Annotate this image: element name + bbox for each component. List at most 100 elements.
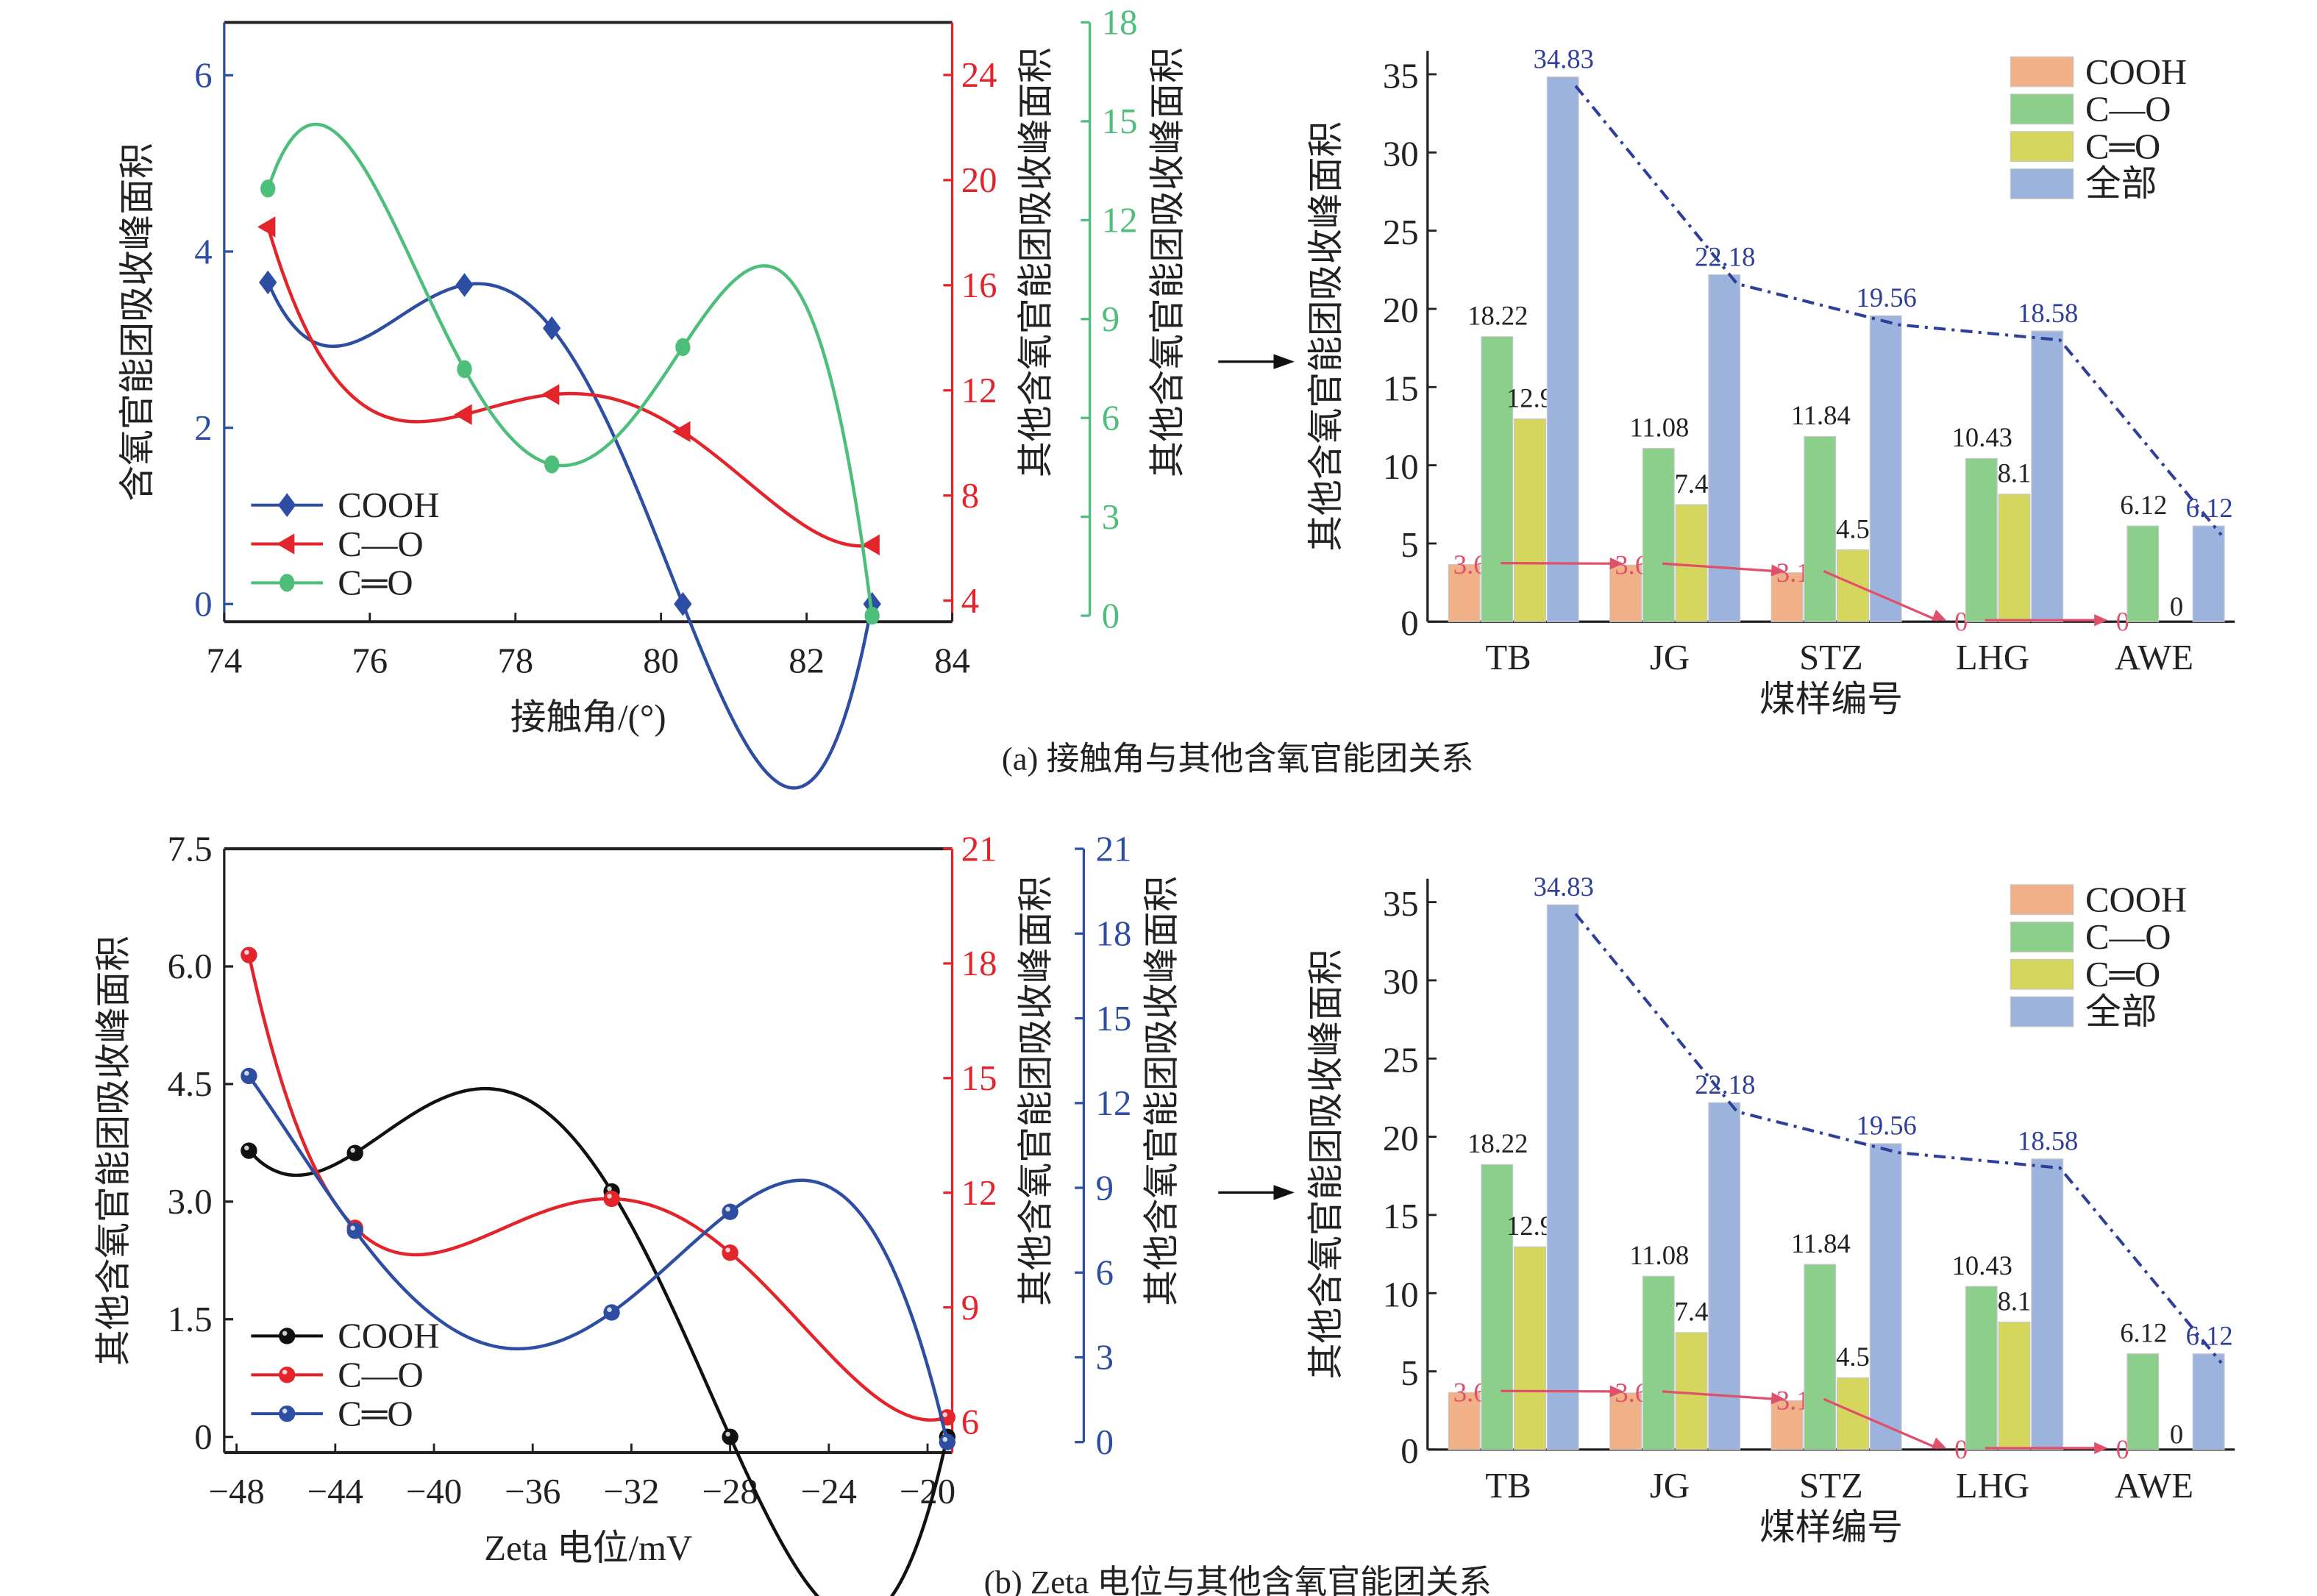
right-y-tick-label-1: 15 [961, 1058, 997, 1098]
series-line-C═O [247, 1075, 950, 1443]
right-y-tick-label-1: 12 [961, 371, 997, 410]
legend-label: COOH [2085, 52, 2187, 92]
right-y-tick-label-1: 21 [961, 829, 997, 869]
data-point-triangle [541, 384, 560, 405]
right-y-tick-label-2: 12 [1096, 1083, 1132, 1123]
data-label-co: 10.43 [1952, 1250, 2012, 1280]
left-y-tick-label: 6.0 [168, 947, 213, 986]
bar-COOH-STZ [1770, 572, 1804, 622]
legend-label: C═O [338, 1394, 413, 1433]
data-label-total: 6.12 [2186, 1321, 2233, 1351]
arrowhead-icon [1931, 1437, 1946, 1449]
right-y-tick-label-2: 18 [1096, 914, 1132, 954]
legend-swatch [2010, 131, 2074, 163]
right-y-axis-title-2: 其他含氧官能团吸收峰面积 [1142, 876, 1181, 1306]
right-y-axis-title-1: 其他含氧官能团吸收峰面积 [1017, 876, 1056, 1306]
y-tick-label: 10 [1383, 1275, 1419, 1315]
right-y-tick-label-2: 6 [1102, 398, 1120, 438]
bar-全部-TB [1546, 76, 1579, 622]
y-tick-label: 0 [1400, 604, 1418, 644]
x-tick-label: −32 [603, 1472, 659, 1511]
bar-C═O-TB [1514, 1246, 1546, 1450]
data-point-diamond [543, 316, 561, 341]
legend-label: 全部 [2085, 992, 2157, 1032]
series-line-C—O [247, 955, 948, 1422]
bar-C═O-STZ [1837, 1377, 1869, 1450]
data-label-total: 6.12 [2186, 493, 2233, 523]
right-y-tick-label-2: 15 [1102, 101, 1138, 141]
legend-label: C═O [338, 563, 413, 603]
data-point-sphere-highlight [607, 1307, 612, 1313]
x-tick-label: 80 [643, 641, 679, 680]
legend-label: COOH [338, 1317, 439, 1356]
legend-swatch [2010, 168, 2074, 199]
total-trend-line [1574, 85, 2223, 536]
legend-label: COOH [338, 485, 439, 525]
legend-label: C—O [338, 524, 423, 564]
left-y-tick-label: 6 [194, 56, 212, 96]
right-y-axis-title-2: 其他含氧官能团吸收峰面积 [1147, 47, 1187, 477]
left-y-axis-title: 其他含氧官能团吸收峰面积 [94, 936, 134, 1366]
legend-label: C═O [2085, 955, 2160, 994]
y-tick-label: 15 [1383, 1197, 1419, 1236]
legend-label: C—O [338, 1355, 423, 1395]
caption-b: (b) Zeta 电位与其他含氧官能团关系 [984, 1564, 1492, 1596]
data-label-total: 22.18 [1695, 241, 1755, 271]
y-tick-label: 25 [1383, 213, 1419, 252]
panel-b-bar-chart: 05101520253035其他含氧官能团吸收峰面积3.6518.2212.96… [1306, 872, 2235, 1547]
bar-全部-LHG [2031, 330, 2064, 622]
bar-C—O-AWE [2126, 525, 2160, 622]
data-point-circle [544, 455, 560, 474]
x-tick-label: −40 [406, 1472, 462, 1511]
arrowhead-icon [2094, 1442, 2108, 1454]
legend-marker-sphere [279, 1405, 296, 1422]
right-y-tick-label-2: 18 [1102, 3, 1138, 43]
bar-C—O-LHG [1965, 457, 1998, 622]
data-point-diamond [674, 592, 692, 616]
x-tick-label: −20 [900, 1472, 955, 1511]
right-y-tick-label-2: 12 [1102, 201, 1138, 241]
panel-b-line-chart: 01.53.04.56.07.5其他含氧官能团吸收峰面积6912151821其他… [94, 829, 1181, 1596]
data-label-cooh: 0 [1954, 606, 1968, 636]
bar-COOH-TB [1448, 1392, 1481, 1450]
right-y-tick-label-2: 3 [1102, 497, 1120, 537]
arrowhead-icon [1770, 564, 1785, 577]
left-y-tick-label: 2 [194, 408, 212, 448]
legend-label: C—O [2085, 90, 2171, 129]
bar-COOH-STZ [1770, 1400, 1804, 1450]
data-label-cooh: 0 [2116, 606, 2129, 636]
x-tick-label: 74 [206, 641, 242, 680]
data-label-co: 6.12 [2120, 1317, 2167, 1347]
right-y-tick-label-2: 9 [1096, 1168, 1114, 1208]
y-tick-label: 35 [1383, 56, 1419, 96]
legend-marker-sphere [279, 1367, 296, 1383]
left-y-tick-label: 4 [194, 232, 212, 271]
right-y-tick-label-2: 3 [1096, 1338, 1114, 1378]
bar-全部-STZ [1869, 1143, 1902, 1450]
category-label: STZ [1799, 638, 1863, 677]
bar-C—O-STZ [1804, 1264, 1837, 1450]
data-label-co: 11.08 [1629, 412, 1689, 442]
x-axis-title: 接触角/(°) [510, 698, 666, 738]
data-label-cdo: 0 [2170, 1419, 2183, 1450]
data-point-sphere-highlight [725, 1431, 730, 1437]
y-tick-label: 10 [1383, 447, 1419, 487]
bar-COOH-TB [1448, 564, 1481, 622]
x-tick-label: −44 [307, 1472, 363, 1511]
y-tick-label: 0 [1400, 1431, 1418, 1471]
data-point-circle [260, 179, 276, 198]
data-point-circle [675, 338, 691, 357]
data-point-sphere-highlight [942, 1436, 948, 1442]
right-y-tick-label-2: 0 [1096, 1422, 1114, 1462]
x-axis-title: Zeta 电位/mV [484, 1528, 692, 1568]
bar-COOH-JG [1609, 564, 1642, 622]
right-y-tick-label-1: 24 [961, 55, 997, 95]
total-trend-line [1574, 913, 2223, 1364]
data-point-sphere-highlight [725, 1247, 730, 1253]
bar-COOH-JG [1609, 1392, 1642, 1450]
caption-a: (a) 接触角与其他含氧官能团关系 [1002, 740, 1474, 777]
bar-全部-LHG [2031, 1158, 2064, 1450]
data-point-sphere [241, 1142, 257, 1159]
data-label-total: 34.83 [1534, 872, 1594, 902]
